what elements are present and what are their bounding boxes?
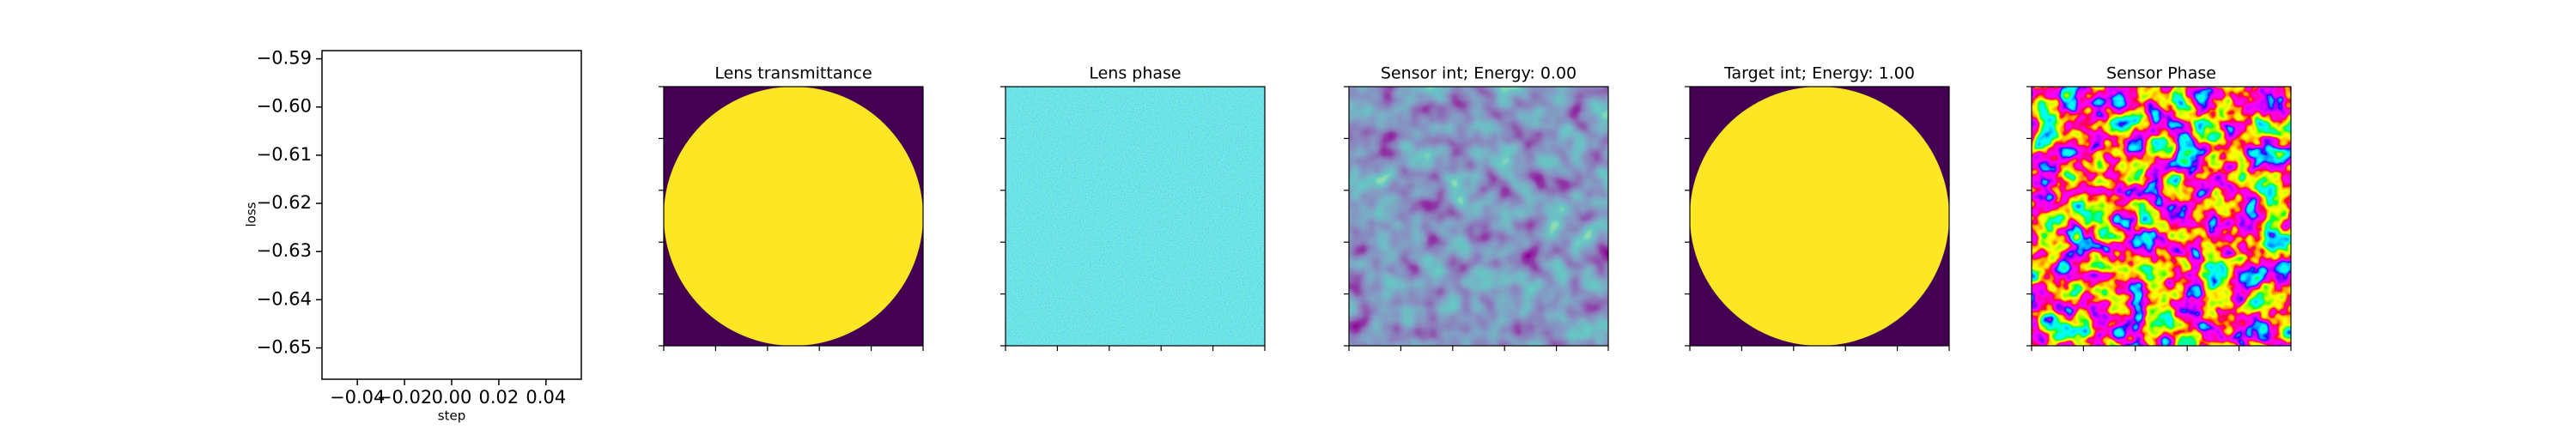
loss-plot: step loss −0.59 −0.60 −0.61 −0.62 −0.63 −0.64… xyxy=(244,48,582,424)
image-panels: Lens transmittance Lens phase Sensor int; … xyxy=(659,64,2292,351)
y-tick-label: −0.62 xyxy=(257,192,312,213)
panel-title: Lens transmittance xyxy=(714,64,872,83)
image-frame xyxy=(2031,86,2292,347)
image-panel: Lens phase xyxy=(1000,64,1266,351)
x-tick-label: −0.04 xyxy=(330,387,385,408)
image-field xyxy=(1349,87,1608,346)
image-field xyxy=(1005,87,1265,346)
x-tick-label: 0.04 xyxy=(526,387,566,408)
y-tick-label: −0.63 xyxy=(257,240,312,261)
y-tick-label: −0.61 xyxy=(257,144,312,165)
x-tick-label: 0.02 xyxy=(479,387,519,408)
image-panel: Sensor Phase xyxy=(2026,64,2292,351)
image-panel: Lens transmittance xyxy=(659,64,924,351)
image-panel: Target int; Energy: 1.00 xyxy=(1685,64,1950,351)
image-disk xyxy=(1690,87,1949,346)
y-axis-label: loss xyxy=(244,202,259,227)
image-panel: Sensor int; Energy: 0.00 xyxy=(1344,64,1609,351)
y-tick-label: −0.59 xyxy=(257,48,312,69)
x-tick-label: −0.02 xyxy=(377,387,432,408)
image-field xyxy=(2032,87,2291,346)
panel-title: Lens phase xyxy=(1089,64,1181,83)
panel-title: Sensor Phase xyxy=(2106,64,2216,83)
panel-title: Target int; Energy: 1.00 xyxy=(1723,64,1915,83)
y-tick-label: −0.64 xyxy=(257,288,312,309)
x-axis-label: step xyxy=(438,408,465,424)
image-frame xyxy=(1348,86,1609,347)
y-tick-label: −0.65 xyxy=(257,336,312,357)
axes-frame xyxy=(321,50,582,380)
image-frame xyxy=(1689,86,1950,347)
image-frame xyxy=(663,86,924,347)
panel-title: Sensor int; Energy: 0.00 xyxy=(1381,64,1577,83)
image-frame xyxy=(1005,86,1266,347)
image-disk xyxy=(664,87,923,346)
y-tick-label: −0.60 xyxy=(257,96,312,117)
x-tick-label: 0.00 xyxy=(432,387,472,408)
